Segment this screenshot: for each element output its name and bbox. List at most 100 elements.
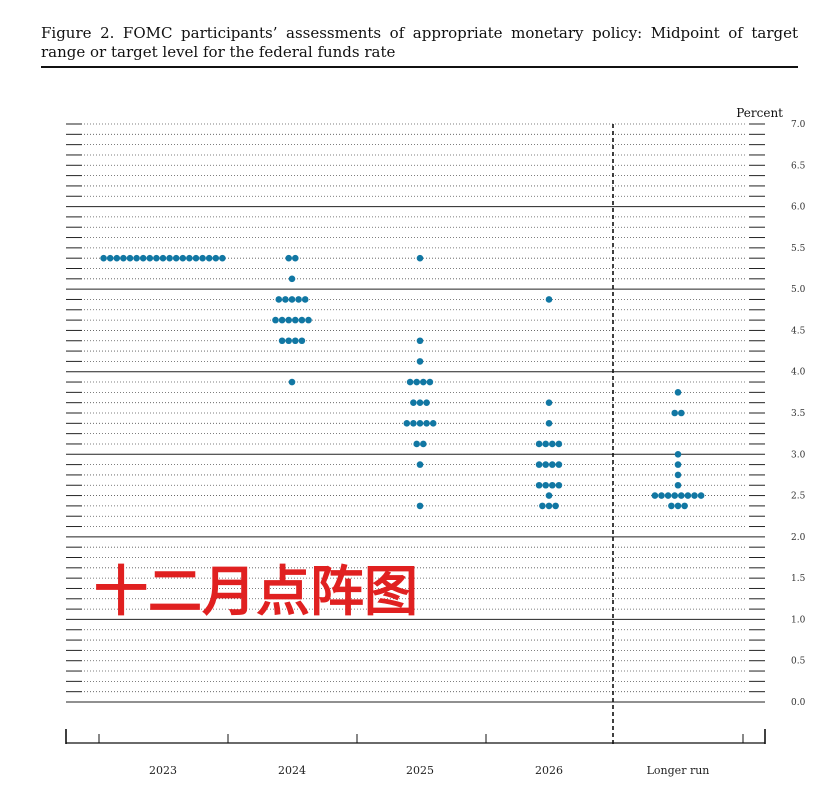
dot	[549, 440, 556, 448]
dot	[159, 254, 167, 262]
dot	[272, 316, 279, 324]
dot	[416, 337, 424, 345]
y-tick-label: 1.0	[791, 615, 806, 625]
dot	[282, 296, 289, 303]
dot	[674, 389, 682, 396]
x-tick-label: 2026	[535, 764, 563, 777]
dot	[420, 440, 427, 448]
dot	[199, 254, 206, 262]
dot	[212, 254, 220, 262]
dot	[113, 254, 121, 262]
dot	[658, 492, 665, 499]
dot	[545, 502, 553, 510]
dot	[295, 296, 302, 303]
dot	[674, 502, 682, 510]
dot	[691, 492, 698, 499]
figure-caption: Figure 2. FOMC participants’ assessments…	[41, 24, 798, 61]
dot	[678, 409, 685, 417]
dot	[410, 399, 417, 406]
dot	[416, 502, 424, 510]
dot	[555, 440, 563, 448]
y-tick-label: 4.5	[791, 326, 806, 336]
dot	[542, 481, 549, 489]
dot	[681, 502, 688, 510]
dot	[298, 337, 306, 345]
dot	[166, 254, 173, 262]
dot	[651, 492, 659, 499]
dot	[413, 440, 421, 448]
y-tick-labels: 0.0 0.5 1.0 1.5 2.0 2.5 3.0 3.5 4.0 4.5 5.0 5.5 6.0 6…	[791, 120, 806, 708]
y-tick-label: 3.0	[791, 450, 806, 460]
dot	[545, 492, 553, 499]
dot	[205, 254, 213, 262]
y-tick-label: 5.0	[791, 285, 806, 295]
dot	[288, 378, 296, 386]
dot	[285, 316, 293, 324]
dot	[668, 502, 675, 510]
dots	[100, 254, 705, 510]
dot	[406, 378, 414, 386]
y-tick-label: 4.0	[791, 368, 806, 378]
dot	[403, 420, 411, 427]
dot	[429, 420, 437, 427]
dot	[106, 254, 114, 262]
dot	[120, 254, 127, 262]
dot	[275, 296, 283, 303]
y-tick-label: 0.5	[791, 657, 806, 667]
dot	[146, 254, 154, 262]
dot	[278, 337, 286, 345]
y-axis-unit-label: Percent	[736, 106, 783, 120]
dot	[416, 399, 424, 406]
y-tick-label: 5.5	[791, 244, 806, 254]
dot	[674, 450, 682, 458]
dot	[172, 254, 180, 262]
dot	[426, 378, 434, 386]
chart-frame	[65, 124, 766, 744]
dot	[416, 461, 424, 468]
dot	[664, 492, 672, 499]
dot	[535, 440, 543, 448]
y-tick-label: 6.5	[791, 161, 806, 171]
x-tick-label: 2024	[278, 764, 306, 777]
y-tick-label: 2.0	[791, 533, 806, 543]
dot	[413, 378, 421, 386]
dot	[288, 296, 296, 303]
dot	[186, 254, 193, 262]
dot	[219, 254, 226, 262]
x-tick-label: 2025	[406, 764, 434, 777]
dot	[674, 471, 682, 479]
dot	[292, 337, 299, 345]
x-tick-label: Longer run	[647, 764, 710, 777]
dot	[674, 481, 682, 489]
dot	[301, 296, 309, 303]
dot	[555, 481, 563, 489]
dot	[535, 461, 543, 468]
dot	[545, 420, 553, 427]
dot	[671, 492, 678, 499]
dot	[133, 254, 140, 262]
dot	[552, 502, 559, 510]
dot	[288, 275, 296, 283]
dot	[420, 378, 427, 386]
dot	[684, 492, 692, 499]
dot	[678, 492, 685, 499]
caption-rule	[41, 66, 798, 68]
dot	[410, 420, 417, 427]
x-tick-label: 2023	[149, 764, 177, 777]
dot	[549, 481, 556, 489]
dot	[549, 461, 556, 468]
chart-gridlines	[66, 123, 765, 703]
y-tick-label: 1.5	[791, 574, 806, 584]
dot	[423, 399, 430, 406]
y-tick-label: 0.0	[791, 698, 806, 708]
dot	[545, 296, 553, 303]
dot	[285, 254, 293, 262]
dot	[671, 409, 678, 417]
dot	[542, 461, 549, 468]
y-tick-label: 6.0	[791, 203, 806, 213]
dot	[298, 316, 306, 324]
overlay-annotation: 十二月点阵图	[94, 560, 418, 623]
dot	[674, 461, 682, 468]
dot	[539, 502, 546, 510]
